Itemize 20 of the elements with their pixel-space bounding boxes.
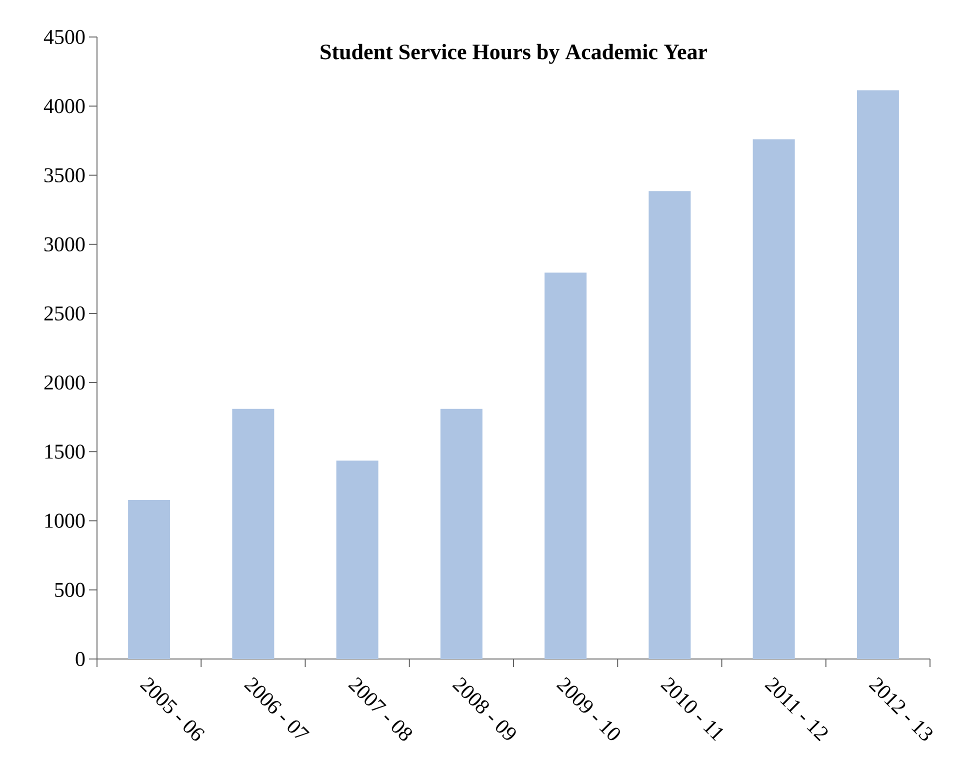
- bar: [128, 500, 170, 659]
- chart-title: Student Service Hours by Academic Year: [320, 44, 708, 64]
- x-tick-label: 2007 - 08: [348, 677, 412, 741]
- y-tick-label: 500: [55, 582, 85, 597]
- y-tick-label: 2000: [44, 375, 85, 390]
- y-tick-label: 4000: [44, 99, 85, 114]
- y-tick-label: 1000: [45, 514, 85, 528]
- bar: [856, 90, 899, 659]
- y-tick-label: 0: [76, 652, 85, 666]
- bar: [752, 139, 795, 659]
- y-tick-label: 2500: [44, 306, 85, 321]
- y-tick-label: 3500: [44, 168, 85, 182]
- y-tick-label: 3000: [44, 237, 85, 252]
- y-tick-label: 1500: [45, 444, 85, 459]
- bar: [336, 460, 378, 659]
- bar: [232, 408, 274, 659]
- bar: [648, 191, 691, 659]
- bar: [440, 408, 482, 659]
- bar: [544, 272, 587, 659]
- y-tick-label: 4500: [44, 30, 85, 44]
